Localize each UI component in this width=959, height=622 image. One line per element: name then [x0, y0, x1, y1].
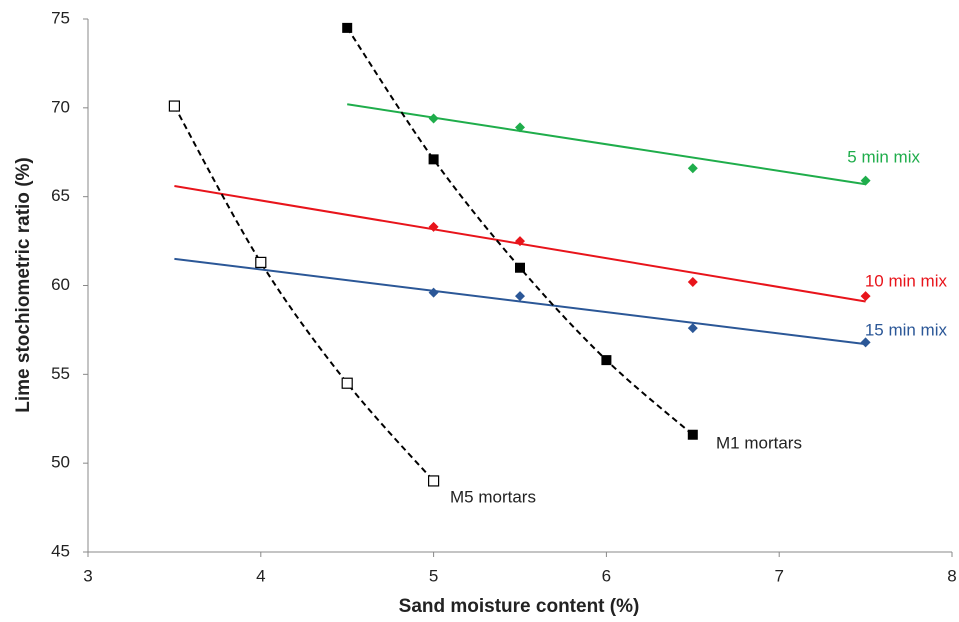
point [515, 122, 525, 133]
y-tick-label: 50 [51, 453, 70, 472]
trend-line [347, 103, 866, 186]
y-tick-label: 55 [51, 364, 70, 383]
x-tick-label: 6 [602, 566, 611, 585]
point [860, 175, 871, 186]
series-label: 5 min mix [847, 147, 920, 166]
x-axis-title: Sand moisture content (%) [399, 596, 640, 617]
y-axis-title: Lime stochiometric ratio (%) [13, 157, 34, 413]
y-tick-label: 75 [51, 8, 70, 27]
point [428, 475, 440, 487]
point [515, 236, 525, 247]
point [428, 287, 439, 298]
point [860, 291, 871, 302]
x-tick-label: 8 [947, 566, 956, 585]
series-label: 10 min mix [865, 271, 948, 290]
y-tick-label: 70 [51, 97, 70, 116]
y-tick-label: 45 [51, 541, 70, 560]
point [341, 377, 353, 389]
x-tick-label: 5 [429, 566, 438, 585]
series-label: M5 mortars [450, 487, 536, 506]
x-tick-label: 7 [774, 566, 783, 585]
point [428, 221, 439, 232]
point [601, 355, 612, 366]
trend-line [174, 257, 866, 346]
y-tick-label: 60 [51, 275, 70, 294]
fit-curve [173, 105, 435, 482]
point [428, 113, 439, 124]
point [168, 100, 180, 112]
x-tick-label: 3 [83, 566, 92, 585]
point [428, 154, 439, 165]
point [342, 22, 353, 33]
point [687, 276, 698, 287]
point [515, 262, 525, 273]
point [687, 163, 698, 174]
series-label: 15 min mix [865, 320, 948, 339]
x-tick-label: 4 [256, 566, 265, 585]
series-label: M1 mortars [716, 433, 802, 452]
y-tick-label: 65 [51, 186, 70, 205]
fit-curve [346, 27, 694, 436]
point [687, 429, 698, 440]
point [515, 291, 525, 302]
point [255, 256, 267, 269]
point [687, 323, 698, 334]
point [860, 337, 871, 348]
